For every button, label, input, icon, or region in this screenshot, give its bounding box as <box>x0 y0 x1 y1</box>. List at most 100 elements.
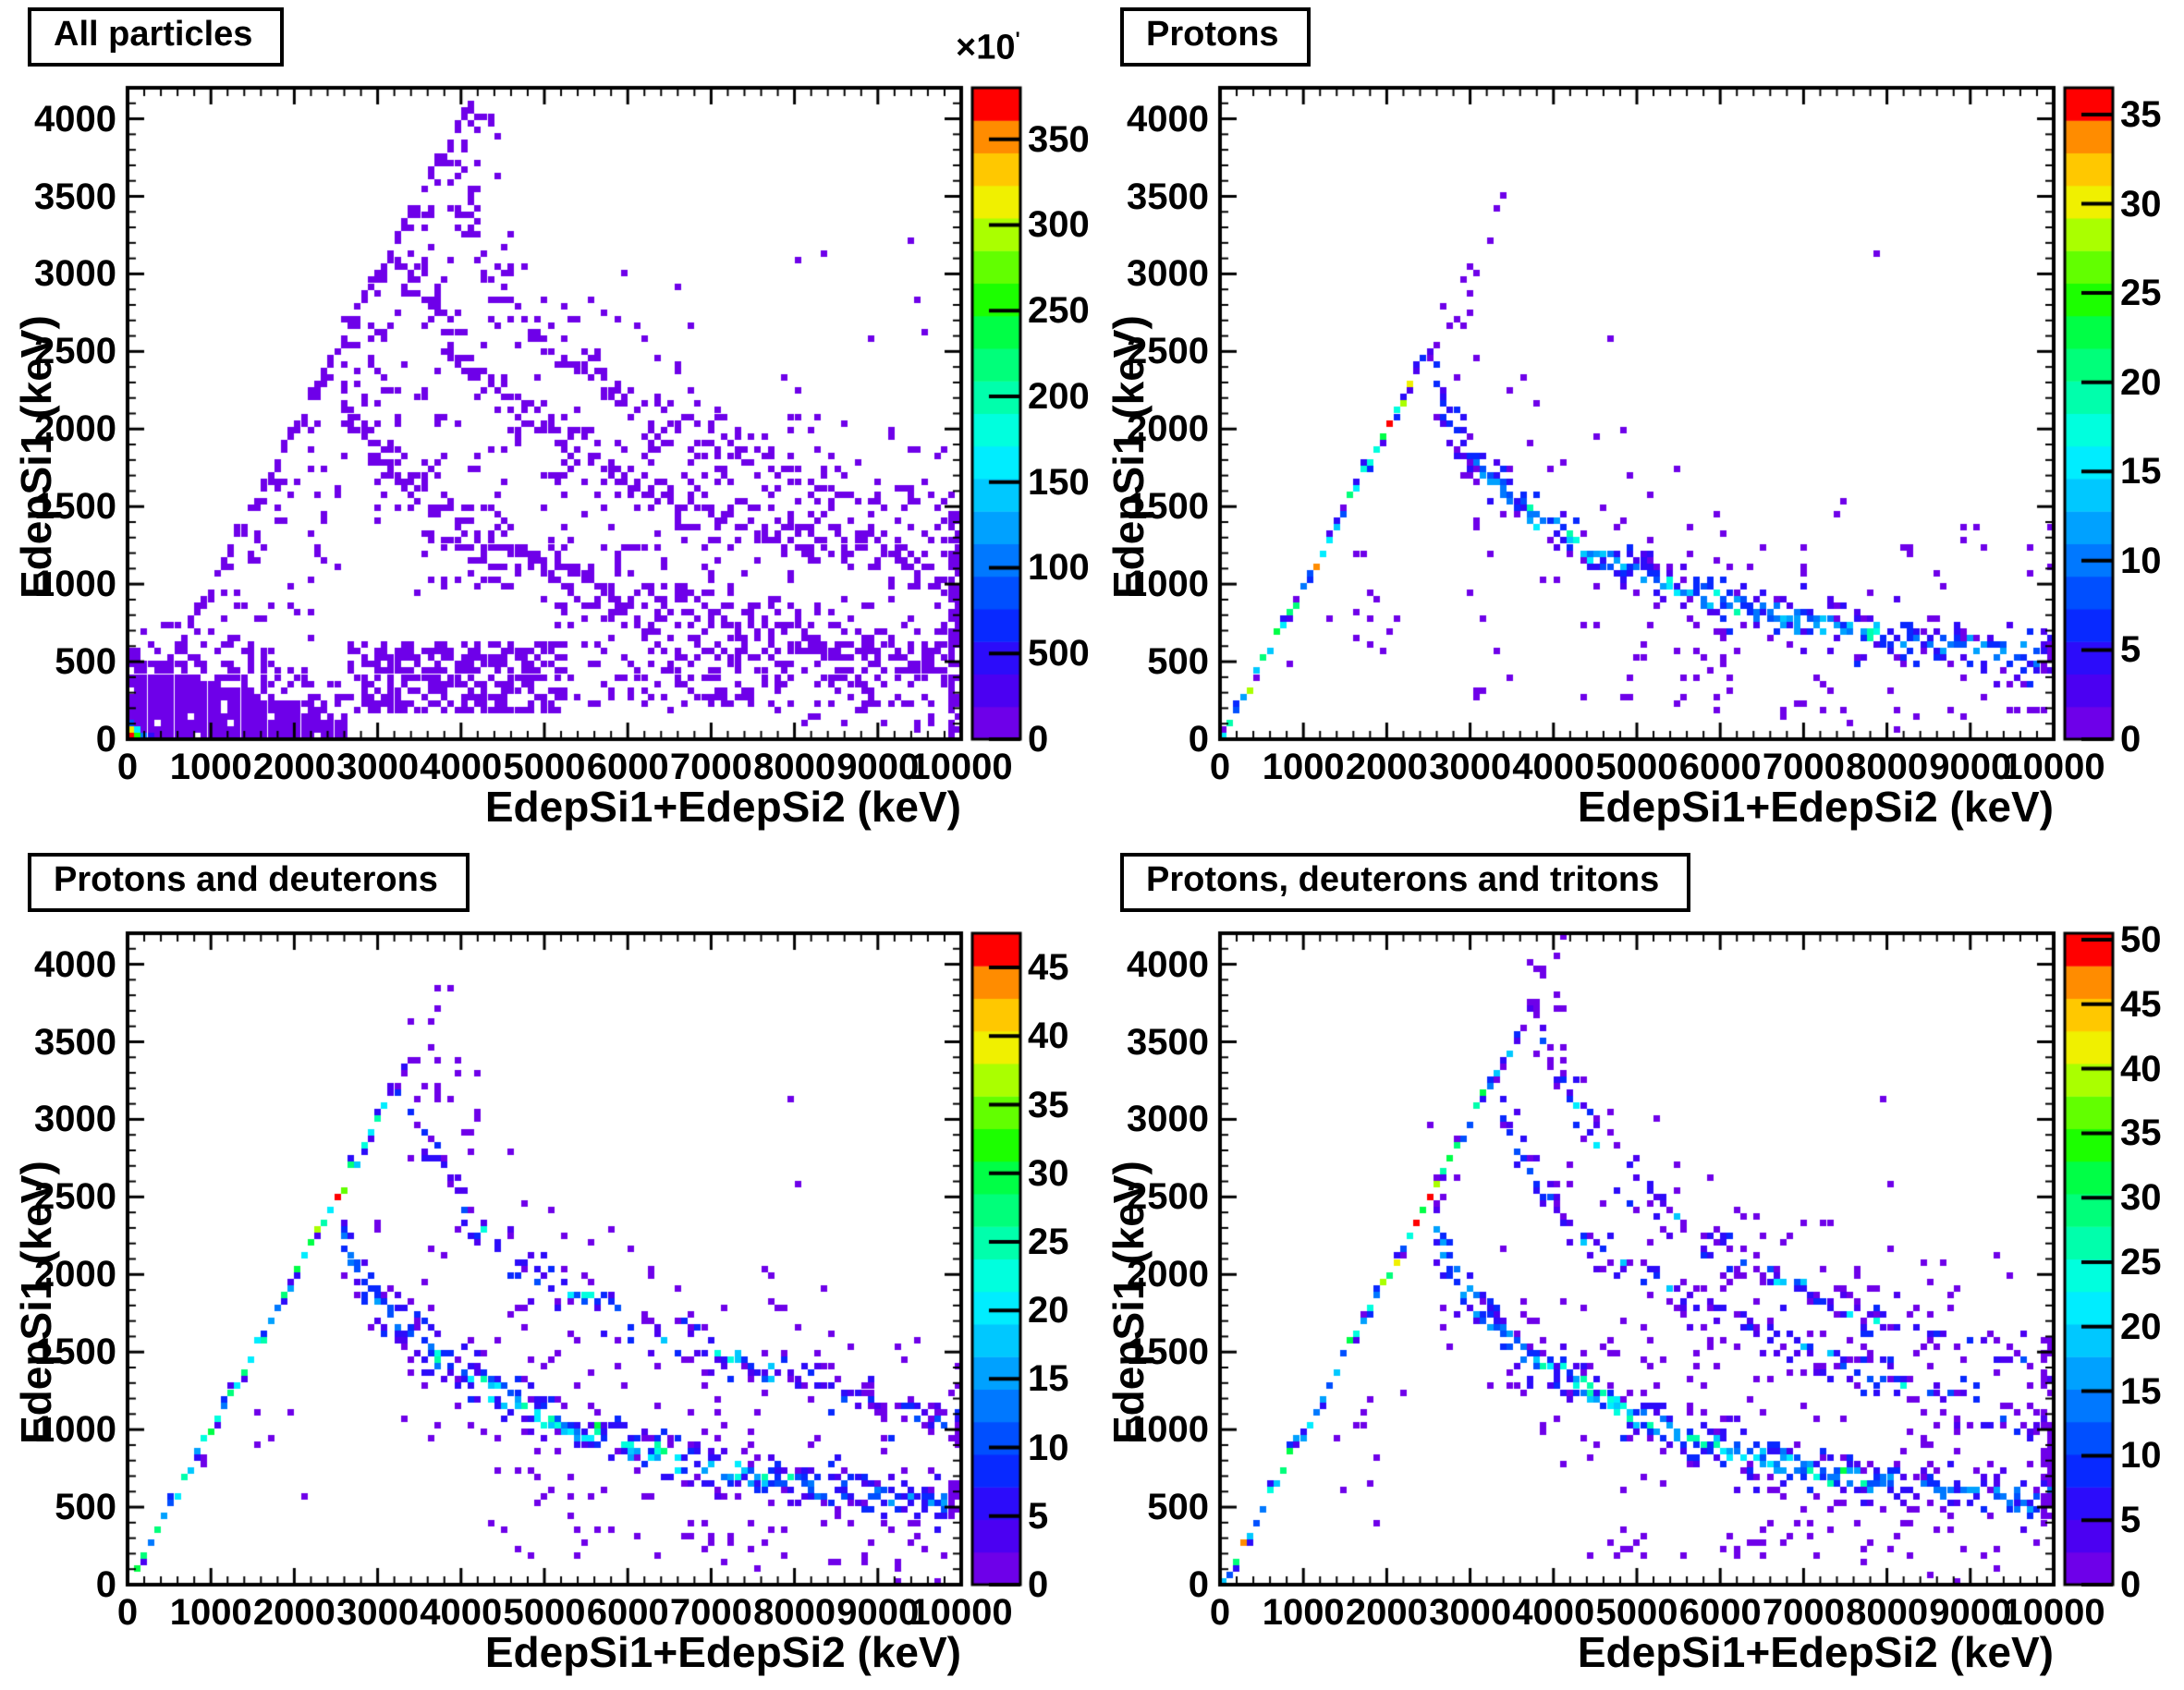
panel-all-particles: 0 1000 2000 3000 4000 5000 6000 7000 8000 9000 100… <box>0 0 1092 845</box>
x-tick-label: 1000 <box>169 1592 252 1633</box>
colorbar-tick-label: 150 <box>1028 461 1090 503</box>
y-tick-label: 0 <box>95 1564 116 1605</box>
y-axis-title: EdepSi1 (keV) <box>1104 315 1153 599</box>
y-tick-label: 2000 <box>1127 1254 1209 1295</box>
x-tick-label: 9000 <box>1929 1592 2012 1633</box>
y-tick-label: 500 <box>1147 641 1209 683</box>
colorbar-tick-label: 0 <box>2120 1564 2141 1605</box>
y-axis-title: EdepSi1 (keV) <box>12 315 60 599</box>
histogram-canvas <box>0 845 1092 1690</box>
colorbar-tick-label: 30 <box>2120 1177 2162 1219</box>
x-axis-title: EdepSi1+EdepSi2 (keV) <box>484 783 961 831</box>
colorbar-tick-label: 25 <box>1028 1221 1069 1262</box>
x-tick-label: 10000 <box>2002 1592 2105 1633</box>
y-tick-label: 2500 <box>34 1176 116 1218</box>
colorbar-tick-label: 5 <box>2120 629 2141 671</box>
x-tick-label: 6000 <box>586 747 669 787</box>
x-tick-label: 7000 <box>1762 747 1845 787</box>
x-tick-label: 7000 <box>669 1592 752 1633</box>
histogram-canvas <box>1092 845 2184 1690</box>
x-tick-label: 10000 <box>2002 747 2105 787</box>
y-tick-label: 1000 <box>34 1409 116 1451</box>
colorbar-tick-label: 500 <box>1028 633 1090 675</box>
x-tick-label: 3000 <box>1429 1592 1512 1633</box>
colorbar-tick-label: 40 <box>1028 1015 1069 1057</box>
x-tick-label: 8000 <box>753 1592 836 1633</box>
y-tick-label: 3000 <box>34 1099 116 1140</box>
y-axis-title: EdepSi1 (keV) <box>12 1161 60 1444</box>
x-tick-label: 2000 <box>1345 747 1428 787</box>
x-tick-label: 5000 <box>1595 747 1678 787</box>
colorbar-tick-label: 100 <box>1028 547 1090 589</box>
colorbar-tick-label: 40 <box>2120 1048 2162 1089</box>
y-tick-label: 1000 <box>1127 1409 1209 1451</box>
x-tick-label: 7000 <box>669 747 752 787</box>
x-tick-label: 0 <box>1209 747 1231 787</box>
colorbar-tick-label: 20 <box>1028 1290 1069 1331</box>
colorbar-tick-label: 15 <box>1028 1358 1069 1400</box>
y-tick-label: 4000 <box>34 98 116 140</box>
y-tick-label: 3500 <box>1127 176 1209 217</box>
colorbar-tick-label: 35 <box>2120 93 2162 135</box>
y-tick-label: 1000 <box>1127 564 1209 605</box>
y-tick-label: 2500 <box>1127 1176 1209 1218</box>
panel-title: Protons and deuterons <box>54 860 438 899</box>
x-tick-label: 5000 <box>1595 1592 1678 1633</box>
colorbar-tick-label: 30 <box>1028 1152 1069 1194</box>
colorbar-tick-label: 30 <box>2120 183 2162 225</box>
x-tick-label: 6000 <box>1678 747 1762 787</box>
panel-protons: 0 1000 2000 3000 4000 5000 6000 7000 8000 9000 100… <box>1092 0 2184 845</box>
x-tick-label: 0 <box>1209 1592 1231 1633</box>
x-tick-label: 0 <box>116 747 139 787</box>
panel-protons-deuterons: 0 1000 2000 3000 4000 5000 6000 7000 8000 9000 100… <box>0 845 1092 1690</box>
colorbar-tick-label: 25 <box>2120 1241 2162 1283</box>
y-tick-label: 3500 <box>34 1021 116 1063</box>
y-tick-label: 4000 <box>1127 943 1209 985</box>
panel-title: All particles <box>54 15 253 54</box>
x-tick-label: 3000 <box>336 1592 420 1633</box>
x-tick-label: 5000 <box>503 1592 586 1633</box>
y-axis-title: EdepSi1 (keV) <box>1104 1161 1153 1444</box>
x-tick-label: 9000 <box>836 747 920 787</box>
colorbar-tick-label: 20 <box>2120 1306 2162 1347</box>
y-tick-label: 4000 <box>1127 98 1209 140</box>
y-tick-label: 4000 <box>34 943 116 985</box>
colorbar-tick-label: 0 <box>1028 1564 1049 1605</box>
x-tick-label: 10000 <box>909 1592 1013 1633</box>
panel-title-box: Protons, deuterons and tritons <box>1120 853 1691 912</box>
y-tick-label: 500 <box>1147 1487 1209 1528</box>
y-tick-label: 1500 <box>1127 486 1209 528</box>
colorbar-tick-label: 15 <box>2120 451 2162 492</box>
y-tick-label: 500 <box>55 1487 116 1528</box>
x-axis-title: EdepSi1+EdepSi2 (keV) <box>484 1628 961 1676</box>
y-tick-label: 2000 <box>34 408 116 450</box>
y-tick-label: 2500 <box>34 331 116 372</box>
y-tick-label: 3500 <box>34 176 116 217</box>
x-tick-label: 2000 <box>252 1592 336 1633</box>
panel-title-box: All particles <box>28 7 285 67</box>
x-tick-label: 4000 <box>1512 1592 1595 1633</box>
y-tick-label: 0 <box>1188 719 1209 760</box>
panel-title: Protons, deuterons and tritons <box>1146 860 1660 899</box>
colorbar-tick-label: 35 <box>1028 1084 1069 1125</box>
x-tick-label: 0 <box>116 1592 139 1633</box>
x-tick-label: 9000 <box>836 1592 920 1633</box>
colorbar-tick-label: 15 <box>2120 1370 2162 1412</box>
colorbar-tick-label: 10 <box>2120 540 2162 581</box>
colorbar-tick-label: 350 <box>1028 118 1090 160</box>
x-tick-label: 8000 <box>753 747 836 787</box>
x-tick-label: 10000 <box>909 747 1013 787</box>
x-tick-label: 4000 <box>420 747 503 787</box>
histogram-canvas <box>1092 0 2184 845</box>
x-tick-label: 4000 <box>420 1592 503 1633</box>
x-axis-title: EdepSi1+EdepSi2 (keV) <box>1577 783 2054 831</box>
y-tick-label: 2000 <box>34 1254 116 1295</box>
colorbar-tick-label: 25 <box>2120 273 2162 314</box>
y-tick-label: 3500 <box>1127 1021 1209 1063</box>
x-tick-label: 2000 <box>252 747 336 787</box>
x-tick-label: 1000 <box>1262 747 1345 787</box>
colorbar-exponent: ×10ʹ <box>956 28 1020 67</box>
colorbar-tick-label: 10 <box>1028 1427 1069 1468</box>
y-tick-label: 3000 <box>1127 253 1209 295</box>
